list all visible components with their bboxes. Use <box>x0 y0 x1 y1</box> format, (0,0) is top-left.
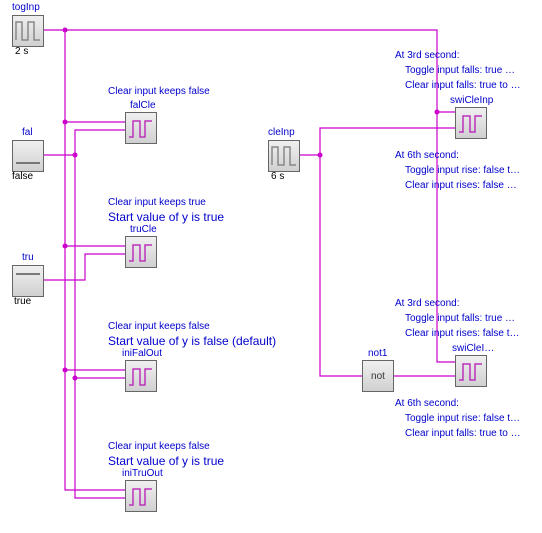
falcle-clr: Clear input keeps false <box>108 86 210 97</box>
fal-sub: false <box>12 171 33 182</box>
r2-l2: Clear input rises: false … <box>405 180 517 191</box>
trucle-start: Start value of y is true <box>108 210 224 224</box>
not1-name: not1 <box>368 348 387 359</box>
cleinp-label: cleInp <box>268 127 295 138</box>
trucle-block <box>125 236 157 268</box>
not1-text: not <box>371 371 385 382</box>
r1-l2: Clear input falls: true to … <box>405 80 521 91</box>
toginp-sub: 2 s <box>15 46 28 57</box>
initru-name: iniTruOut <box>122 468 163 479</box>
not1-block: not <box>362 360 394 392</box>
falcle-name: falCle <box>130 100 156 111</box>
r4-header: At 6th second: <box>395 398 459 409</box>
tru-label: tru <box>22 252 34 263</box>
cleinp-sub: 6 s <box>271 171 284 182</box>
swiclei-block <box>455 355 487 387</box>
initru-block <box>125 480 157 512</box>
fal-label: fal <box>22 127 33 138</box>
r4-l2: Clear input falls: true to … <box>405 428 521 439</box>
tru-sub: true <box>14 296 31 307</box>
tru-block <box>12 265 44 297</box>
r4-l1: Toggle input rise: false t… <box>405 413 520 424</box>
r3-l1: Toggle input falls: true … <box>405 313 515 324</box>
initru-start: Start value of y is true <box>108 454 224 468</box>
swicleinp-block <box>455 107 487 139</box>
trucle-clr: Clear input keeps true <box>108 197 206 208</box>
trucle-name: truCle <box>130 224 157 235</box>
fal-block <box>12 140 44 172</box>
inifal-block <box>125 360 157 392</box>
toginp-block <box>12 15 44 47</box>
r2-l1: Toggle input rise: false t… <box>405 165 520 176</box>
toginp-label: togInp <box>12 2 40 13</box>
inifal-name: iniFalOut <box>122 348 162 359</box>
cleinp-block <box>268 140 300 172</box>
r1-header: At 3rd second: <box>395 50 459 61</box>
swicleinp-name: swiCleInp <box>450 95 493 106</box>
r1-l1: Toggle input falls: true … <box>405 65 515 76</box>
inifal-clr: Clear input keeps false <box>108 321 210 332</box>
swiclei-name: swiCleI… <box>452 343 494 354</box>
r3-l2: Clear input rises: false t… <box>405 328 520 339</box>
initru-clr: Clear input keeps false <box>108 441 210 452</box>
r2-header: At 6th second: <box>395 150 459 161</box>
r3-header: At 3rd second: <box>395 298 459 309</box>
inifal-start: Start value of y is false (default) <box>108 334 276 348</box>
falcle-block <box>125 112 157 144</box>
